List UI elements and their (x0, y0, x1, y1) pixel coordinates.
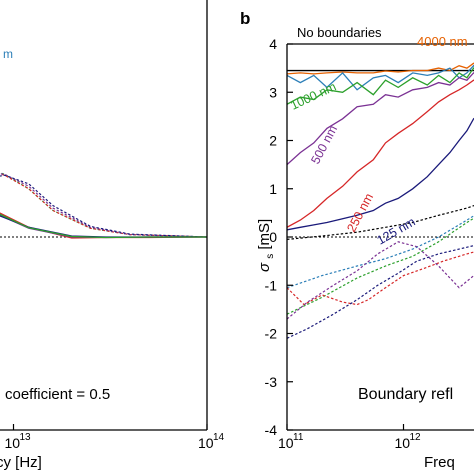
panel-a-x-tick-exponent: 14 (213, 432, 225, 443)
y-label-subscript: s (265, 254, 276, 259)
panel-b-y-tick-label: -4 (265, 422, 278, 438)
panel-a-annotation: coefficient = 0.5 (5, 386, 110, 403)
panel-b-x-axis-label: Freq (424, 454, 455, 471)
panel-b-x-tick-exponent: 11 (293, 432, 304, 443)
panel-b-dashed-series (287, 214, 474, 289)
panel-a-x-tick-exponent: 13 (20, 432, 32, 443)
panel-b-x-tick-label: 10 (278, 435, 294, 451)
y-label-sigma: σ (256, 262, 273, 272)
panel-b-y-tick-label: 3 (269, 84, 277, 100)
panel-b-solid-series (287, 72, 474, 166)
label-4000-nm: 4000 nm (417, 34, 468, 49)
panel-b-dashed-series (287, 241, 474, 320)
label-250-nm: 250 nm (344, 191, 376, 234)
panel-b-x-tick-label: 10 (395, 435, 411, 451)
panel-b-dashed-series (287, 204, 474, 240)
panel-b-y-tick-label: -3 (265, 374, 278, 390)
panel-a-series (0, 172, 207, 239)
panel-a-solid-series (0, 212, 207, 239)
panel-a-dashed-series (0, 172, 207, 238)
label-125-nm: 125 nm (375, 215, 418, 248)
panel-b-solid-series (287, 64, 474, 91)
panel-b-y-tick-label: 2 (269, 133, 277, 149)
panel-b-y-tick-label: -1 (265, 277, 278, 293)
panel-b-dashed-series (287, 217, 474, 315)
panel-b-y-tick-label: 1 (269, 181, 277, 197)
panel-a-legend-fragment: m (3, 47, 13, 61)
label-1000-nm: 1000 nm (288, 79, 338, 112)
panel-b-y-tick-label: 4 (269, 36, 277, 52)
panel-b-solid-series (287, 62, 474, 75)
panel-a-solid-series (0, 215, 207, 238)
panel-b-dashed-series (287, 251, 474, 306)
label-no-boundaries: No boundaries (297, 25, 382, 40)
panel-a-x-axis-label: cy [Hz] (0, 454, 42, 471)
panel-b-x-tick-exponent: 12 (410, 432, 422, 443)
panel-b-y-tick-label: 0 (269, 229, 277, 245)
panel-a-solid-series (0, 214, 207, 239)
panel-a: 10 13 10 14 m coefficient = 0.5 cy [Hz] (0, 0, 225, 471)
y-label-unit: [mS] (256, 219, 273, 250)
panel-a-dashed-series (0, 174, 207, 238)
label-500-nm: 500 nm (308, 123, 340, 166)
panel-a-solid-series (0, 213, 207, 239)
panel-b-dashed-series (287, 244, 474, 339)
panel-b-solid-series (287, 117, 474, 231)
panel-a-dashed-series (0, 173, 207, 238)
panel-a-x-tick-label: 10 (5, 435, 21, 451)
panel-a-ticks: 10 13 10 14 (5, 424, 225, 451)
panel-b-annotation: Boundary refl (358, 386, 453, 403)
panel-b-solid-series (287, 79, 474, 228)
panel-b-series (287, 62, 474, 339)
panel-b-y-tick-label: -2 (265, 326, 278, 342)
panel-b-solid-series (287, 67, 474, 105)
panel-a-x-tick-label: 10 (198, 435, 214, 451)
panel-b-y-axis-label: σ s [mS] (256, 219, 277, 272)
panel-label-b: b (240, 9, 250, 28)
